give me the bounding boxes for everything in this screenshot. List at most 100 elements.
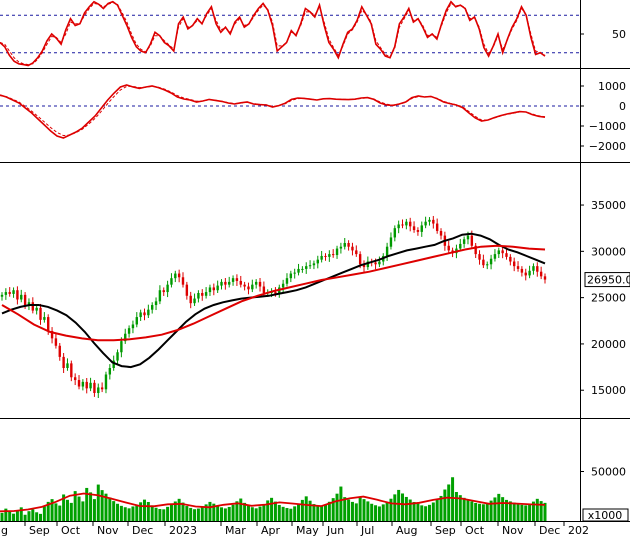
candle-body <box>366 261 370 268</box>
macd-y-tick-label: 1000 <box>598 80 626 93</box>
candle-body <box>509 256 512 262</box>
candle-body <box>358 254 362 265</box>
moving-average-line <box>1 232 546 369</box>
candle-body <box>20 294 23 300</box>
chart-labels: 50 1000 0 −1000 −2000 35000 30000 25000 20000 150… <box>1 28 630 537</box>
x-axis-label: Mar <box>225 524 246 537</box>
x-axis-label: Oct <box>465 524 485 537</box>
volume-bar <box>481 504 485 521</box>
candle-body <box>435 223 439 231</box>
candle-body <box>289 273 293 279</box>
volume-bar <box>474 502 478 521</box>
candle-body <box>251 284 254 290</box>
volume-bar <box>12 513 16 521</box>
candle-body <box>393 228 397 238</box>
candle-body <box>135 317 138 325</box>
volume-bar <box>19 507 23 521</box>
candle-body <box>459 243 462 249</box>
candle-body <box>216 285 219 291</box>
x-axis-label: Nov <box>97 524 119 537</box>
rsi-series-line <box>0 0 546 67</box>
volume-bar <box>193 509 197 521</box>
candle-body <box>120 341 123 353</box>
candle-body <box>489 258 493 265</box>
candle-body <box>39 307 42 320</box>
candle-body <box>212 287 216 291</box>
volume-bar <box>447 484 451 521</box>
candle-body <box>31 302 35 311</box>
candle-body <box>104 374 108 390</box>
volume-bar <box>458 495 462 521</box>
candle-body <box>93 382 96 393</box>
candle-body <box>139 312 142 318</box>
candle-body <box>293 272 296 274</box>
volume-bar <box>31 509 35 521</box>
candle-body <box>432 219 435 224</box>
candle-body <box>378 261 381 265</box>
price-y-tick-label: 15000 <box>591 384 626 397</box>
volume-unit-box <box>582 508 629 522</box>
volume-bar <box>96 484 100 521</box>
candle-body <box>0 294 4 297</box>
volume-bar <box>119 505 123 521</box>
candle-body <box>412 226 416 231</box>
volume-bar <box>335 493 339 521</box>
panel-frames <box>0 0 630 522</box>
candle-body <box>185 284 189 296</box>
candle-body <box>482 259 485 266</box>
volume-bar <box>501 497 505 521</box>
volume-unit-label: x1000 <box>588 509 623 522</box>
volume-bar <box>223 508 227 521</box>
candle-body <box>239 280 242 285</box>
moving-average-line <box>1 244 546 342</box>
candle-body <box>374 262 377 265</box>
candle-body <box>405 221 408 226</box>
x-axis-label: Sep <box>435 524 456 537</box>
x-axis-label: Nov <box>502 524 524 537</box>
volume-bar <box>273 501 277 521</box>
candle-body <box>389 237 393 247</box>
volume-bar <box>331 498 335 521</box>
volume-bar <box>439 495 443 521</box>
volume-bar <box>89 492 93 521</box>
candle-body <box>331 254 335 256</box>
candle-body <box>312 263 316 266</box>
candle-body <box>127 328 131 334</box>
volume-bar <box>427 504 431 521</box>
volume-bar <box>131 506 135 521</box>
candle-body <box>177 273 181 278</box>
rsi-y-tick-label: 50 <box>612 28 626 41</box>
volume-bar <box>231 504 235 521</box>
volume-bar <box>343 497 347 521</box>
candle-body <box>235 278 239 281</box>
x-axis-label: Dec <box>539 524 560 537</box>
volume-bar <box>270 497 274 521</box>
candle-body <box>516 266 520 269</box>
x-axis-label: 2023 <box>169 524 197 537</box>
candle-body <box>77 380 81 387</box>
volume-bar <box>235 501 239 521</box>
candle-body <box>174 273 177 279</box>
volume-bar <box>531 501 535 521</box>
volume-bar <box>146 501 150 521</box>
candle-body <box>520 268 524 273</box>
candle-body <box>536 266 539 272</box>
volume-bar <box>358 496 362 521</box>
volume-bar <box>377 506 381 521</box>
volume-bar <box>504 499 508 521</box>
reference-lines <box>0 14 580 107</box>
volume-bar <box>297 503 301 521</box>
volume-bar <box>370 503 374 521</box>
volume-bar <box>316 505 320 521</box>
volume-bar <box>35 512 39 521</box>
volume-bar <box>65 499 69 521</box>
volume-bar <box>92 499 96 521</box>
candle-body <box>281 283 285 288</box>
volume-bar <box>0 512 4 521</box>
volume-bar <box>312 504 316 521</box>
candle-body <box>470 235 474 246</box>
candle-body <box>335 248 339 256</box>
volume-bar <box>139 502 143 521</box>
candle-body <box>143 312 146 316</box>
candle-body <box>189 295 192 304</box>
